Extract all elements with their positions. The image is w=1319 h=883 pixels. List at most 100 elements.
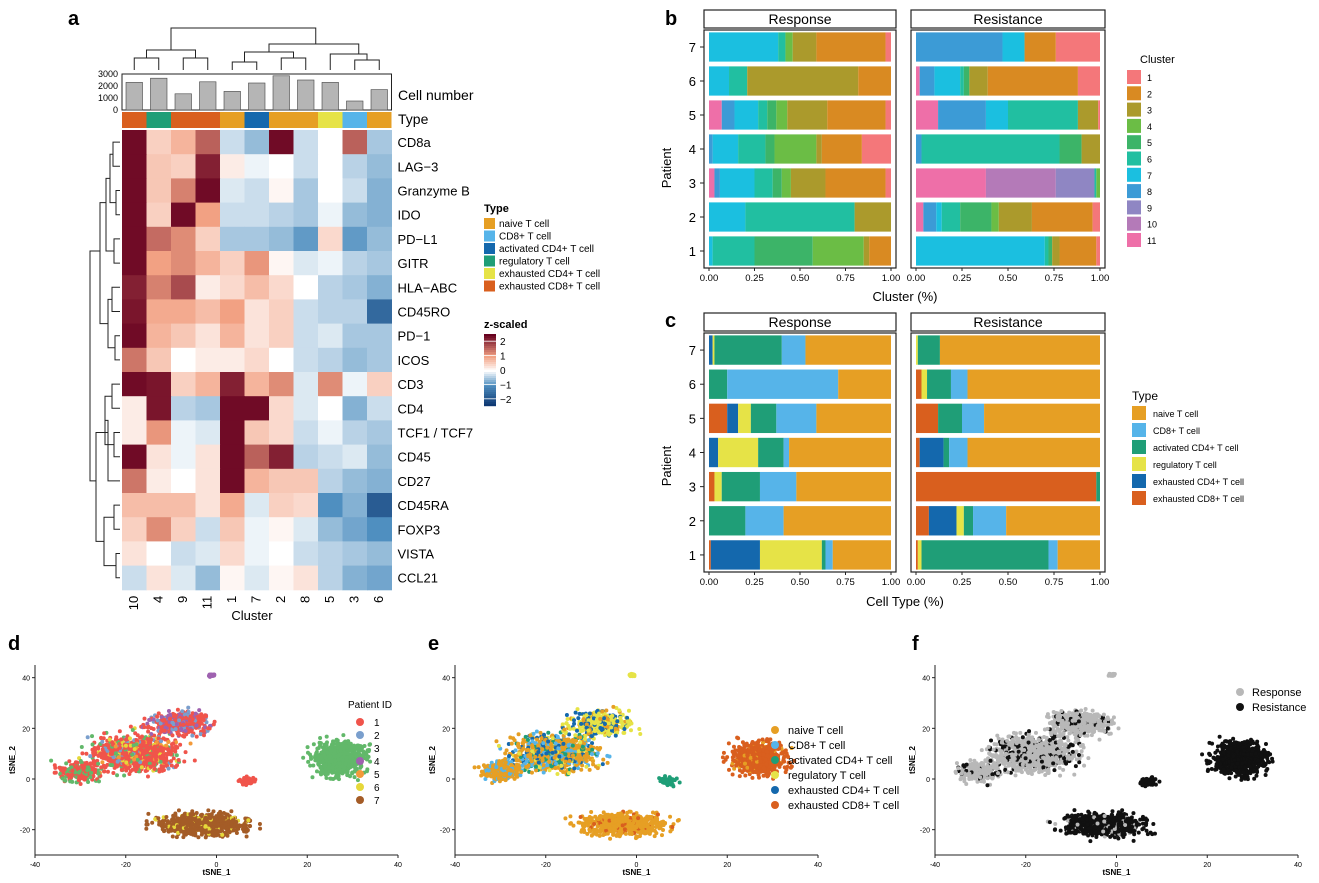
tsne-point <box>566 743 571 748</box>
tsne-point <box>179 829 184 834</box>
tsne-point <box>342 765 347 770</box>
heatmap-cell <box>269 226 294 252</box>
cell-number-bar <box>150 77 168 111</box>
tsne-point <box>242 822 247 827</box>
tsne-point <box>158 759 163 764</box>
tsne-point <box>203 835 208 840</box>
cluster-labels: 10 4 9 11 1 7 2 8 5 3 6 <box>126 596 386 610</box>
tsne-point <box>162 829 167 834</box>
tsne-point <box>159 739 164 744</box>
tsne-point <box>257 822 262 827</box>
heatmap-cell <box>269 347 294 373</box>
tsne-point <box>349 763 354 768</box>
tsne-point <box>170 834 175 839</box>
stacked-segment <box>738 403 751 434</box>
panel-label-b: b <box>665 8 677 30</box>
tsne-point <box>89 770 94 775</box>
cell-number-label: Cell number <box>398 87 474 103</box>
tsne-point <box>174 722 179 727</box>
marker-label: CD27 <box>398 474 431 489</box>
y-tick-label: 5 <box>689 108 696 123</box>
heatmap-cell <box>269 275 294 300</box>
tsne-point <box>590 741 595 746</box>
dendro-branch <box>231 61 258 70</box>
tsne-point <box>208 673 213 678</box>
tsne-point <box>517 751 522 756</box>
heatmap-cell <box>367 323 392 349</box>
cluster-legend-swatch <box>1127 118 1141 133</box>
cluster-legend-swatch <box>1127 216 1141 231</box>
heatmap-cell <box>244 202 270 228</box>
tsne-point <box>224 812 229 817</box>
tsne-point <box>152 744 157 749</box>
tsne-point <box>541 741 546 746</box>
heatmap-cell <box>367 226 392 252</box>
heatmap-cell <box>293 275 319 300</box>
heatmap-cell <box>171 202 196 228</box>
type-legend-swatch <box>484 280 495 292</box>
tsne-point <box>173 749 178 754</box>
zscale-step <box>484 392 496 395</box>
type-legend-label: activated CD4+ T cell <box>499 244 594 255</box>
dendro-branch <box>115 553 120 579</box>
tsne-point <box>175 731 180 736</box>
tsne-xlabel: tSNE_1 <box>202 868 231 877</box>
tsne-point <box>148 740 153 745</box>
heatmap-cell <box>318 154 343 179</box>
stacked-segment <box>796 471 891 502</box>
tsne-point <box>210 831 215 836</box>
x-tick-label: 20 <box>303 862 311 869</box>
stacked-segment <box>1048 236 1053 266</box>
cluster-legend-swatch <box>1127 233 1141 247</box>
zscale-tick-label: 1 <box>500 352 506 363</box>
tsne-point <box>307 752 312 757</box>
heatmap-cell <box>122 565 147 591</box>
heatmap-cell <box>171 493 196 518</box>
stacked-segment <box>734 100 759 130</box>
stacked-segment <box>781 168 791 198</box>
tsne-point <box>334 738 339 743</box>
heatmap-cell <box>342 347 368 373</box>
tsne-point <box>144 826 149 831</box>
tsne-point <box>181 722 186 727</box>
stacked-segment <box>721 100 735 130</box>
stacked-segment <box>950 369 968 399</box>
stacked-segment <box>759 471 797 502</box>
stacked-segment <box>973 506 1007 536</box>
tsne-point <box>224 826 229 831</box>
tsne-point <box>171 819 176 824</box>
tsne-point <box>355 778 360 783</box>
heatmap-cell <box>318 372 343 397</box>
x-tick-label: 0.50 <box>791 273 810 284</box>
heatmap-cell <box>367 202 392 228</box>
stacked-segment <box>916 506 929 536</box>
stacked-segment <box>991 202 999 232</box>
tsne-point <box>341 733 346 738</box>
tsne-point <box>231 828 236 833</box>
tsne-point <box>96 761 101 766</box>
heatmap-cell <box>367 420 392 446</box>
cell-number-bar <box>346 100 364 111</box>
heatmap-cell <box>318 565 343 591</box>
tsne-point <box>115 773 120 778</box>
tsne-xlabel: tSNE_1 <box>622 868 651 877</box>
zscale-step <box>484 364 496 367</box>
stacked-segment <box>916 202 924 232</box>
dendro-branch <box>280 57 307 70</box>
marker-label: CCL21 <box>398 571 438 586</box>
heatmap-cell <box>269 517 294 542</box>
x-tick-label: 40 <box>394 862 402 869</box>
tsne-point <box>160 748 165 753</box>
tsne-point <box>196 716 201 721</box>
tsne-point <box>105 743 110 748</box>
cluster-legend-label: 8 <box>1147 187 1152 197</box>
tsne-point <box>152 762 157 767</box>
heatmap-cell <box>146 468 172 494</box>
dendro-branch <box>111 286 120 312</box>
stacked-segment <box>962 403 985 434</box>
heatmap-cell <box>367 178 392 204</box>
tsne-point <box>504 748 509 753</box>
heatmap-cell <box>220 251 245 276</box>
heatmap-cell <box>220 154 245 179</box>
marker-label: FOXP3 <box>398 522 441 537</box>
